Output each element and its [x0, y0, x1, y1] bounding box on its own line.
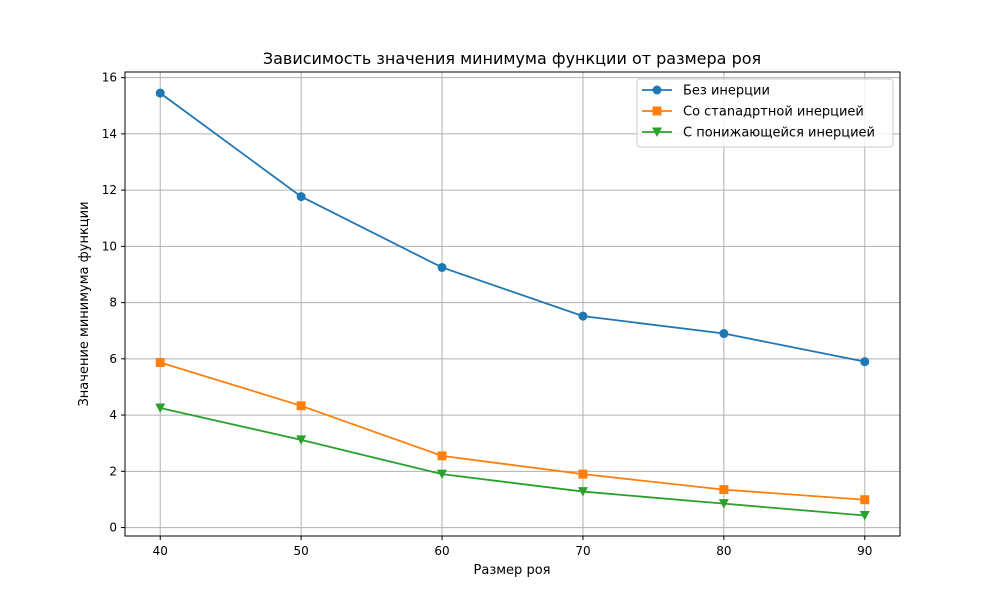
- legend-item: С понижающейся инерцией: [642, 126, 875, 141]
- legend-marker: [652, 106, 662, 116]
- y-tick-label: 10: [102, 239, 117, 253]
- legend-marker: [652, 85, 662, 95]
- series-2: [155, 357, 870, 505]
- plot-area-frame: [124, 71, 901, 537]
- y-axis: 0 2 4 6 8 10 12 14 16: [102, 71, 125, 535]
- series-line: [159, 92, 865, 363]
- data-point: [578, 311, 588, 321]
- y-tick-label: 4: [109, 408, 117, 422]
- series-layer: [155, 88, 870, 521]
- y-tick-label: 14: [102, 127, 117, 141]
- y-tick-label: 16: [102, 71, 117, 85]
- data-point: [437, 451, 447, 461]
- data-point: [578, 469, 588, 479]
- data-point: [437, 262, 447, 272]
- legend-item: Без инерции: [642, 84, 770, 99]
- chart-title: Зависимость значения минимума функции от…: [263, 49, 761, 68]
- x-axis: 40 50 60 70 80 90: [153, 536, 872, 558]
- series-3: [155, 403, 870, 521]
- legend-label: Со стanaдртной инерцией: [683, 105, 864, 120]
- legend-item: Со стanaдртной инерцией: [642, 105, 864, 120]
- data-point: [859, 510, 870, 521]
- data-point: [296, 192, 306, 202]
- x-tick-label: 40: [153, 544, 168, 558]
- series-line: [160, 407, 865, 517]
- x-tick-label: 50: [293, 544, 308, 558]
- y-tick-label: 8: [109, 296, 117, 310]
- legend: Без инерции Со стanaдртной инерцией С пони…: [636, 78, 894, 148]
- x-tick-label: 70: [575, 544, 590, 558]
- y-tick-label: 2: [109, 464, 117, 478]
- series-line: [159, 361, 865, 501]
- x-tick-label: 60: [434, 544, 449, 558]
- series-1: [155, 88, 870, 367]
- data-point: [718, 499, 729, 509]
- y-axis-label: Значение минимума функции: [77, 201, 92, 406]
- x-tick-label: 80: [716, 544, 731, 558]
- data-point: [155, 403, 166, 414]
- data-point: [577, 487, 588, 497]
- legend-label: С понижающейся инерцией: [683, 126, 875, 141]
- data-point: [155, 88, 165, 98]
- y-tick-label: 0: [109, 521, 117, 535]
- legend-box: [636, 78, 894, 148]
- data-point: [860, 357, 870, 367]
- legend-marker: [652, 127, 662, 137]
- data-point: [296, 401, 306, 411]
- y-tick-label: 6: [109, 352, 117, 366]
- data-point: [155, 357, 165, 367]
- y-tick-label: 12: [102, 183, 117, 197]
- x-tick-label: 90: [857, 544, 872, 558]
- data-point: [719, 485, 729, 495]
- legend-label: Без инерции: [683, 84, 770, 99]
- data-point: [437, 469, 448, 480]
- data-point: [719, 329, 729, 339]
- data-point: [860, 495, 870, 505]
- data-point: [296, 435, 307, 445]
- x-axis-label: Размер роя: [474, 563, 551, 578]
